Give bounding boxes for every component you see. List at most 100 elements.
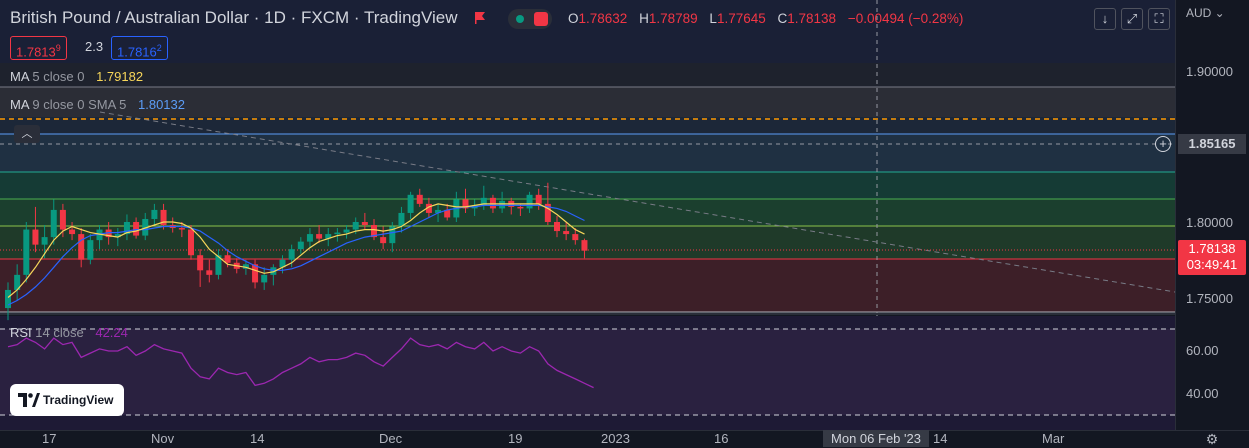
candle-up[interactable]	[398, 212, 405, 227]
market-status-toggle[interactable]	[508, 9, 552, 29]
candle-down[interactable]	[517, 206, 524, 209]
candle-down[interactable]	[133, 222, 140, 236]
open-value: 1.78632	[578, 11, 628, 26]
candle-down[interactable]	[206, 270, 213, 275]
candle-down[interactable]	[160, 209, 167, 226]
candle-down[interactable]	[462, 199, 469, 209]
rsi-legend[interactable]: RSI 14 close 42.24	[10, 325, 128, 340]
candle-up[interactable]	[123, 222, 130, 235]
candle-up[interactable]	[87, 240, 94, 260]
candle-down[interactable]	[489, 197, 496, 209]
sell-button[interactable]: 1.78139	[10, 36, 67, 60]
fullscreen-button[interactable]: ⤢	[1121, 8, 1143, 30]
candle-up[interactable]	[499, 200, 506, 209]
candle-down[interactable]	[105, 229, 112, 238]
candle-up[interactable]	[407, 194, 414, 213]
gear-icon[interactable]: ⚙	[1205, 431, 1219, 447]
rsi-line	[7, 337, 594, 389]
ma9-line	[7, 204, 585, 306]
candle-down[interactable]	[425, 203, 432, 213]
time-label: 17	[42, 431, 57, 446]
currency-label: AUD	[1186, 6, 1212, 20]
candle-up[interactable]	[343, 229, 350, 233]
candle-up[interactable]	[14, 274, 21, 290]
candle-up[interactable]	[306, 234, 313, 242]
candle-up[interactable]	[288, 249, 295, 260]
candle-down[interactable]	[361, 222, 368, 226]
screenshot-icon: ⛶	[1154, 11, 1164, 26]
candle-up[interactable]	[480, 197, 487, 206]
support-zone	[0, 259, 1175, 312]
candle-up[interactable]	[279, 259, 286, 268]
candle-up[interactable]	[23, 229, 30, 275]
symbol-title[interactable]: British Pound / Australian Dollar · 1D ·…	[10, 8, 458, 27]
candle-up[interactable]	[96, 229, 103, 241]
candle-down[interactable]	[69, 229, 76, 235]
candle-up[interactable]	[142, 218, 149, 236]
candle-up[interactable]	[435, 209, 442, 213]
time-label: 2023	[601, 431, 630, 446]
ma5-name: MA	[10, 69, 29, 84]
download-button[interactable]: ↓	[1094, 8, 1116, 30]
flag-icon[interactable]	[473, 11, 487, 25]
candle-down[interactable]	[554, 222, 560, 232]
ma5-line	[7, 203, 585, 298]
candle-up[interactable]	[114, 234, 121, 238]
buy-price-pip: 2	[156, 43, 162, 53]
time-label: Nov	[151, 431, 175, 446]
candle-up[interactable]	[526, 194, 533, 209]
plus-circle-icon[interactable]: +	[1155, 136, 1171, 152]
price-tick: 1.75000	[1186, 291, 1233, 306]
ma9-legend[interactable]: MA 9 close 0 SMA 5 1.80132	[10, 94, 185, 116]
candle-down[interactable]	[32, 229, 39, 245]
ma9-value: 1.80132	[138, 97, 185, 112]
screenshot-button[interactable]: ⛶	[1148, 8, 1170, 30]
candle-up[interactable]	[261, 274, 268, 283]
candle-down[interactable]	[535, 194, 542, 204]
candle-up[interactable]	[389, 226, 396, 244]
candle-up[interactable]	[270, 267, 277, 275]
candle-down[interactable]	[572, 234, 579, 241]
candle-down[interactable]	[252, 264, 259, 283]
candle-down[interactable]	[224, 255, 231, 263]
candle-down[interactable]	[416, 194, 423, 204]
candle-down[interactable]	[78, 234, 85, 260]
chevron-down-icon: ⌄	[1211, 6, 1225, 20]
candle-up[interactable]	[41, 237, 48, 245]
candle-down[interactable]	[563, 231, 570, 235]
candle-up[interactable]	[325, 234, 332, 239]
buy-button[interactable]: 1.78162	[111, 36, 168, 60]
candle-down[interactable]	[59, 209, 66, 230]
candle-up[interactable]	[352, 222, 359, 230]
candle-down[interactable]	[380, 237, 387, 244]
candle-down[interactable]	[444, 209, 451, 218]
ma5-legend[interactable]: MA 5 close 0 1.79182	[10, 66, 143, 88]
candle-down[interactable]	[581, 240, 588, 251]
candle-up[interactable]	[297, 241, 304, 250]
candle-up[interactable]	[5, 289, 11, 309]
tradingview-logo[interactable]: TradingView	[10, 384, 124, 416]
price-axis[interactable]	[1175, 0, 1249, 430]
candle-up[interactable]	[151, 209, 158, 219]
collapse-legend-button[interactable]: ︿	[14, 125, 40, 143]
candle-down[interactable]	[178, 228, 185, 230]
candle-up[interactable]	[242, 264, 249, 269]
candle-up[interactable]	[50, 209, 57, 238]
currency-selector[interactable]: AUD ⌄	[1186, 6, 1225, 20]
candle-down[interactable]	[544, 203, 551, 222]
change-value: −0.00494 (−0.28%)	[847, 11, 964, 26]
high-value: 1.78789	[648, 11, 698, 26]
candle-down[interactable]	[197, 255, 204, 271]
candle-up[interactable]	[215, 255, 222, 275]
time-label: Dec	[379, 431, 403, 446]
time-label: Mar	[1042, 431, 1065, 446]
candle-down[interactable]	[371, 225, 377, 238]
trend-line[interactable]	[99, 111, 1176, 293]
fullscreen-icon: ⤢	[1126, 11, 1138, 26]
candle-down[interactable]	[316, 234, 323, 239]
zone-band	[0, 117, 1175, 134]
candle-down[interactable]	[188, 229, 194, 256]
candle-up[interactable]	[334, 232, 341, 235]
time-axis[interactable]	[0, 430, 1249, 448]
